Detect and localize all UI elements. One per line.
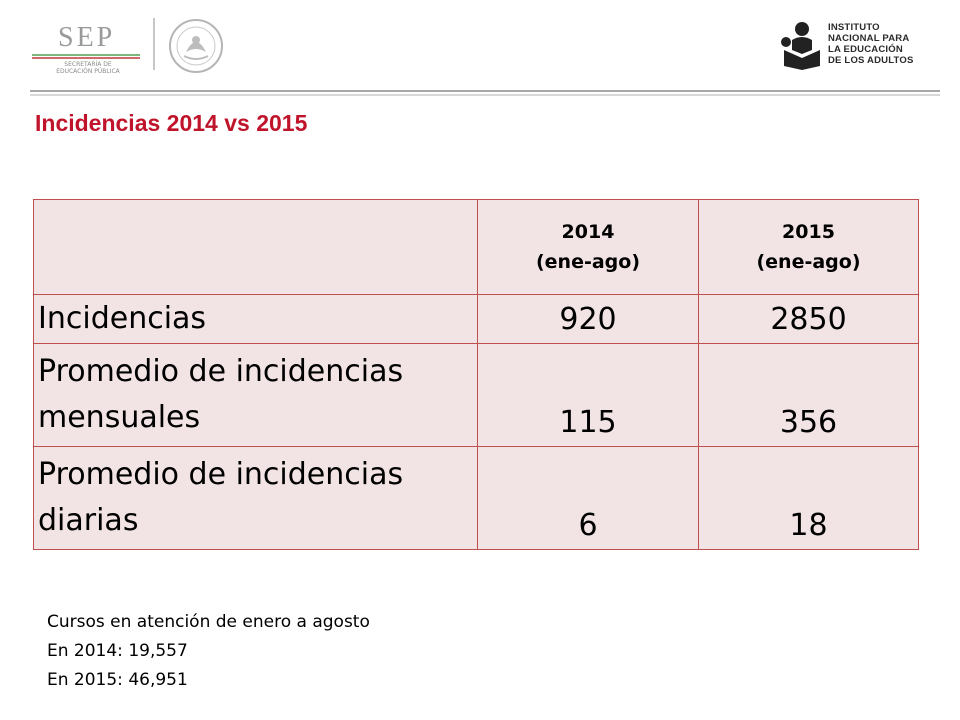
page-title: Incidencias 2014 vs 2015 [35,110,308,136]
header-rule-light [30,94,940,96]
sep-logo-stripe-red [32,57,140,59]
inea-name: INSTITUTO NACIONAL PARA LA EDUCACIÓN DE … [828,22,914,66]
table-row: Incidencias 920 2850 [33,294,919,344]
inea-logo: INSTITUTO NACIONAL PARA LA EDUCACIÓN DE … [778,20,938,76]
incidents-table: 2014 (ene-ago) 2015 (ene-ago) Incidencia… [33,199,919,550]
row-label: Incidencias [33,294,478,344]
note-line: Cursos en atención de enero a agosto [47,612,370,632]
inea-reader-icon [781,22,820,70]
header-rule [30,90,940,92]
value-2014: 6 [477,446,699,550]
national-seal-icon [169,19,223,73]
table-header-row: 2014 (ene-ago) 2015 (ene-ago) [33,199,919,295]
note-line: En 2015: 46,951 [47,670,188,690]
sep-logo: SEP SECRETARÍA DE EDUCACIÓN PÚBLICA [30,22,150,75]
table-row: Promedio de incidencias diarias 6 18 [33,446,919,550]
note-line: En 2014: 19,557 [47,641,188,661]
value-2015: 356 [698,343,919,447]
value-2015: 18 [698,446,919,550]
sep-logo-subtitle: SECRETARÍA DE EDUCACIÓN PÚBLICA [56,61,120,75]
row-label: Promedio de incidencias mensuales [33,343,478,447]
value-2015: 2850 [698,294,919,344]
course-notes: Cursos en atención de enero a agosto En … [47,608,370,695]
table-header-2014: 2014 (ene-ago) [477,199,699,295]
sep-logo-text: SEP [58,22,116,53]
table-header-2015: 2015 (ene-ago) [698,199,919,295]
value-2014: 115 [477,343,699,447]
sep-logo-stripe-green [32,54,140,56]
row-label: Promedio de incidencias diarias [33,446,478,550]
table-header-empty [33,199,478,295]
logo-divider [153,18,155,70]
table-row: Promedio de incidencias mensuales 115 35… [33,343,919,447]
value-2014: 920 [477,294,699,344]
